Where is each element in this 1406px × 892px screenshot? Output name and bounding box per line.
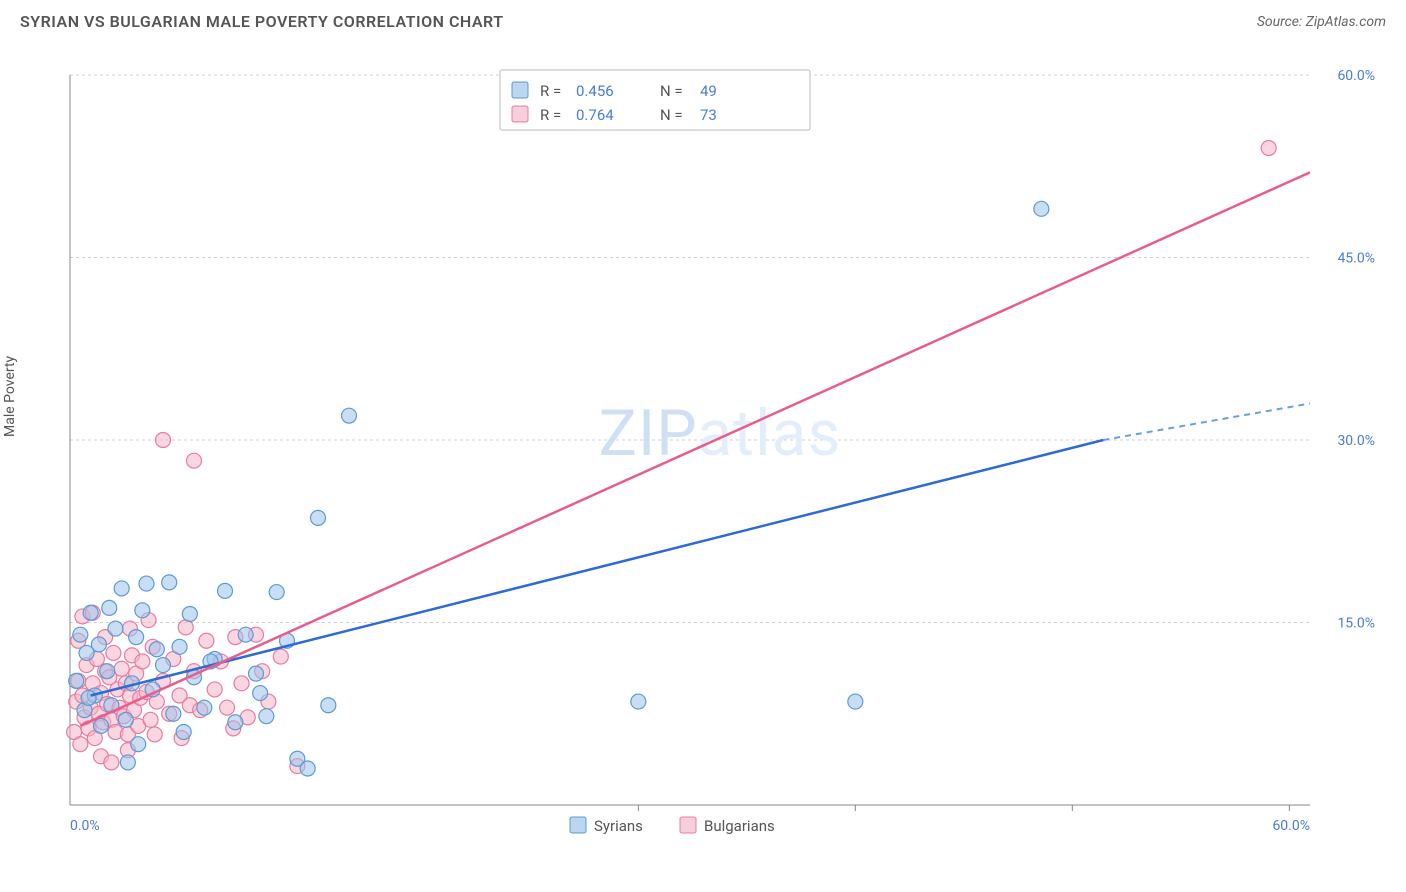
legend-series: Syrians Bulgarians	[570, 817, 775, 835]
data-point	[129, 630, 144, 645]
data-point	[149, 642, 164, 657]
legend-swatch-bulgarians	[512, 106, 528, 122]
y-tick-label: 15.0%	[1337, 616, 1375, 632]
data-point	[631, 694, 646, 709]
data-point	[1034, 201, 1049, 216]
data-point	[91, 637, 106, 652]
bottom-swatch-bulgarians	[680, 817, 696, 833]
trend-bulgarians	[80, 172, 1310, 726]
legend-r-label-1: R =	[540, 82, 561, 100]
legend-r-syrians: 0.456	[576, 82, 614, 100]
data-point	[166, 706, 181, 721]
data-point	[178, 620, 193, 635]
data-point	[94, 718, 109, 733]
data-point	[234, 676, 249, 691]
data-point	[848, 694, 863, 709]
bottom-label-syrians: Syrians	[594, 817, 643, 835]
data-point	[114, 581, 129, 596]
data-point	[83, 605, 98, 620]
data-point	[139, 576, 154, 591]
legend-stats: R = 0.456 N = 49 R = 0.764 N = 73	[500, 70, 810, 130]
trend-syrians	[91, 440, 1104, 696]
data-point	[162, 575, 177, 590]
data-point	[69, 673, 84, 688]
data-point	[108, 621, 123, 636]
legend-n-bulgarians: 73	[700, 106, 717, 124]
watermark: ZIPatlas	[599, 396, 842, 471]
y-tick-label: 60.0%	[1337, 68, 1375, 84]
scatter-plot: ZIPatlas 15.0% 30.0% 45.0% 60.0% 0.0% 60.0%…	[60, 55, 1380, 845]
data-point	[273, 649, 288, 664]
chart-source: Source: ZipAtlas.com	[1257, 14, 1386, 30]
data-point	[1261, 141, 1276, 156]
data-point	[135, 603, 150, 618]
legend-r-label-2: R =	[540, 106, 561, 124]
trend-syrians-extrapolated	[1103, 404, 1310, 441]
y-axis-label: Male Poverty	[2, 355, 18, 436]
data-point	[147, 727, 162, 742]
data-point	[120, 755, 135, 770]
data-point	[106, 645, 121, 660]
x-min-label: 0.0%	[70, 818, 100, 834]
y-tick-label: 30.0%	[1337, 433, 1375, 449]
chart-title: SYRIAN VS BULGARIAN MALE POVERTY CORRELA…	[20, 12, 504, 31]
data-point	[199, 633, 214, 648]
data-point	[156, 433, 171, 448]
data-point	[135, 654, 150, 669]
data-point	[269, 585, 284, 600]
data-point	[259, 709, 274, 724]
y-tick-labels: 15.0% 30.0% 45.0% 60.0%	[1337, 68, 1375, 632]
data-point	[197, 700, 212, 715]
source-prefix: Source:	[1257, 14, 1306, 30]
data-point	[182, 606, 197, 621]
data-point	[172, 639, 187, 654]
data-point	[253, 686, 268, 701]
data-point	[156, 658, 171, 673]
data-point	[73, 737, 88, 752]
legend-n-label-1: N =	[660, 82, 683, 100]
data-point	[143, 712, 158, 727]
x-tick-marks	[638, 805, 1289, 811]
series-bulgarians-points	[67, 141, 1277, 774]
chart-area: Male Poverty ZIPatlas 15.0%30.0%45.0%60.…	[20, 45, 1386, 872]
data-point	[300, 761, 315, 776]
data-point	[131, 737, 146, 752]
data-point	[100, 664, 115, 679]
legend-n-syrians: 49	[700, 82, 717, 100]
legend-swatch-syrians	[512, 82, 528, 98]
data-point	[118, 712, 133, 727]
data-point	[218, 583, 233, 598]
y-tick-label: 45.0%	[1337, 251, 1375, 267]
data-point	[220, 700, 235, 715]
trend-lines	[80, 172, 1310, 726]
data-point	[207, 682, 222, 697]
data-point	[238, 627, 253, 642]
bottom-swatch-syrians	[570, 817, 586, 833]
data-point	[176, 725, 191, 740]
data-point	[228, 715, 243, 730]
gridlines	[70, 75, 1310, 623]
data-point	[321, 698, 336, 713]
data-point	[342, 408, 357, 423]
data-point	[187, 453, 202, 468]
data-point	[311, 510, 326, 525]
bottom-label-bulgarians: Bulgarians	[704, 817, 775, 835]
source-name: ZipAtlas.com	[1306, 14, 1386, 30]
chart-header: SYRIAN VS BULGARIAN MALE POVERTY CORRELA…	[0, 0, 1406, 39]
data-point	[114, 661, 129, 676]
data-point	[249, 666, 264, 681]
legend-r-bulgarians: 0.764	[576, 106, 614, 124]
data-point	[81, 690, 96, 705]
legend-n-label-2: N =	[660, 106, 683, 124]
data-point	[102, 600, 117, 615]
data-point	[104, 755, 119, 770]
data-point	[73, 627, 88, 642]
x-max-label: 60.0%	[1272, 818, 1310, 834]
